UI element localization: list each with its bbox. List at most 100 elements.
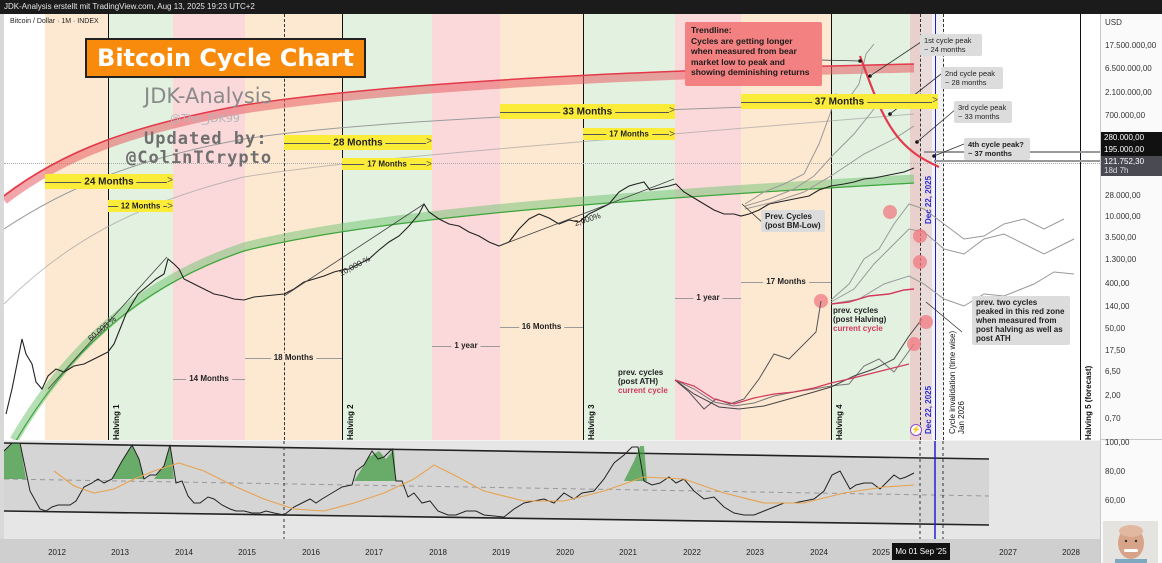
year-tick: 2012 [48, 548, 66, 557]
year-tick: 2020 [556, 548, 574, 557]
price-tick: 6.500.000,00 [1105, 64, 1152, 73]
year-tick: 2018 [429, 548, 447, 557]
halving-to-peak-bar: >17 Months [583, 128, 675, 140]
updated-by-label: Updated by: [144, 129, 268, 149]
cycle-length-bar: >28 Months [284, 135, 432, 150]
osc-tick: 60,00 [1105, 496, 1126, 505]
osc-tick: 80,00 [1105, 467, 1126, 476]
price-tick: 2,00 [1105, 391, 1121, 400]
price-tick: 140,00 [1105, 302, 1130, 311]
year-tick: 2016 [302, 548, 320, 557]
accumulation-duration-bar: 16 Months [500, 322, 583, 332]
year-tick: 2015 [238, 548, 256, 557]
halving-4-line [831, 14, 832, 440]
price-tick: 50,00 [1105, 324, 1126, 333]
presenter-avatar [1103, 521, 1158, 563]
year-tick: 2023 [746, 548, 764, 557]
price-chart-svg [4, 41, 1075, 440]
price-tick: 17,50 [1105, 346, 1126, 355]
year-tick: 2027 [999, 548, 1017, 557]
cursor-date-tag: Mo 01 Sep '25 [892, 543, 950, 560]
halving-to-peak-bar: >17 Months [342, 158, 432, 170]
halving-2-label: Halving 2 [346, 404, 355, 440]
trendline-heading: Trendline: [691, 25, 732, 35]
halving-1-line [108, 14, 109, 440]
time-axis[interactable]: 2012 2013 2014 2015 2016 2017 2018 2019 … [0, 539, 1100, 563]
price-tick: 0,70 [1105, 414, 1121, 423]
bear-duration-bar: 1 year [675, 293, 741, 303]
target-price-high: 280.000,00 [1101, 132, 1162, 144]
year-tick: 2019 [492, 548, 510, 557]
cycle-length-bar: >24 Months [45, 174, 173, 189]
lightning-icon[interactable]: ⚡ [910, 424, 922, 436]
price-tick: 2.100.000,00 [1105, 88, 1152, 97]
current-price-tag: 121.752,30 18d 7h [1101, 156, 1162, 176]
cycle-length-bar: >33 Months [500, 104, 675, 119]
halving-3-line [583, 14, 584, 440]
post-ath-legend: prev. cycles (post ATH) current cycle [618, 368, 668, 395]
price-tick: 17.500.000,00 [1105, 41, 1157, 50]
year-tick: 2013 [111, 548, 129, 557]
invalidation-date: Jan 2026 [957, 401, 966, 434]
post-halving-legend: prev. cycles (post Halving) current cycl… [833, 306, 887, 333]
cycle-low-line [284, 14, 285, 440]
projection-zone [920, 14, 944, 440]
projected-peak-line [935, 14, 936, 440]
projected-date-bottom: Dec 22, 2025 [924, 385, 933, 434]
cycle-peak-callout-2: 2nd cycle peak ~ 28 months [941, 67, 1003, 89]
cycle-length-bar-current: >37 Months [741, 94, 938, 109]
halving-1-label: Halving 1 [112, 404, 121, 440]
band-bear [173, 14, 245, 440]
halving-4-label: Halving 4 [835, 404, 844, 440]
price-tick: 3.500,00 [1105, 233, 1137, 242]
bear-duration-bar: 1 year [432, 341, 500, 351]
price-tick: 10.000,00 [1105, 212, 1141, 221]
cycle-peak-callout-4: 4th cycle peak? ~ 37 months [964, 138, 1030, 160]
year-tick: 2014 [175, 548, 193, 557]
osc-tick: 100,00 [1105, 438, 1130, 447]
target-195k-line [934, 160, 1100, 162]
target-date-line [920, 14, 921, 440]
invalidation-line [943, 14, 944, 440]
cycle-peak-callout-1: 1st cycle peak ~ 24 months [920, 34, 982, 56]
band-bull [583, 14, 675, 440]
price-tick: 700.000,00 [1105, 111, 1146, 120]
price-tick: 6,50 [1105, 367, 1121, 376]
trendline-note: Trendline: Cycles are getting longer whe… [685, 22, 822, 86]
window-title-bar: JDK-Analysis erstellt mit TradingView.co… [0, 0, 1162, 14]
watermark-handle: @The_JDK99 [170, 112, 240, 125]
chart-title: Bitcoin Cycle Chart [85, 38, 366, 78]
trendline-body: Cycles are getting longer when measured … [691, 35, 810, 78]
halving-3-label: Halving 3 [587, 404, 596, 440]
symbol-label: Bitcoin / Dollar · 1M · INDEX [10, 18, 99, 25]
price-tick: 28.000,00 [1105, 191, 1141, 200]
updated-by-handle: @ColinTCrypto [126, 148, 273, 168]
projected-date-top: Dec 22, 2025 [924, 175, 933, 224]
red-zone-note: prev. two cycles peaked in this red zone… [972, 296, 1070, 345]
year-tick: 2024 [810, 548, 828, 557]
currency-label: USD [1105, 18, 1122, 27]
year-tick: 2021 [619, 548, 637, 557]
window-title: JDK-Analysis erstellt mit TradingView.co… [4, 2, 255, 11]
year-tick: 2028 [1062, 548, 1080, 557]
cycle-peak-callout-3: 3rd cycle peak ~ 33 months [954, 101, 1012, 123]
year-tick: 2025 [872, 548, 890, 557]
chart-area[interactable]: Bitcoin / Dollar · 1M · INDEX Bitcoin Cy… [4, 14, 1100, 539]
target-price-low: 195.000,00 [1101, 144, 1162, 156]
post-bm-low-callout: Prev. Cycles (post BM-Low) [761, 210, 825, 232]
accumulation-duration-bar: 18 Months [245, 353, 342, 363]
year-tick: 2022 [683, 548, 701, 557]
year-tick: 2017 [365, 548, 383, 557]
halving-5-line [1080, 14, 1081, 440]
price-pane[interactable]: Bitcoin / Dollar · 1M · INDEX Bitcoin Cy… [4, 14, 1100, 440]
current-price-line [4, 163, 1100, 164]
oscillator-pane[interactable] [4, 441, 1100, 539]
band-bull [108, 14, 173, 440]
bear-duration-bar: 14 Months [173, 374, 245, 384]
invalidation-label: Cycle invalidation (time wise) [948, 330, 957, 434]
price-axis[interactable]: USD 17.500.000,00 6.500.000,00 2.100.000… [1100, 14, 1162, 563]
halving-5-label: Halving 5 (forecast) [1084, 365, 1093, 440]
price-tick: 400,00 [1105, 279, 1130, 288]
oscillator-svg [4, 441, 1100, 539]
price-tick: 1.300,00 [1105, 255, 1137, 264]
